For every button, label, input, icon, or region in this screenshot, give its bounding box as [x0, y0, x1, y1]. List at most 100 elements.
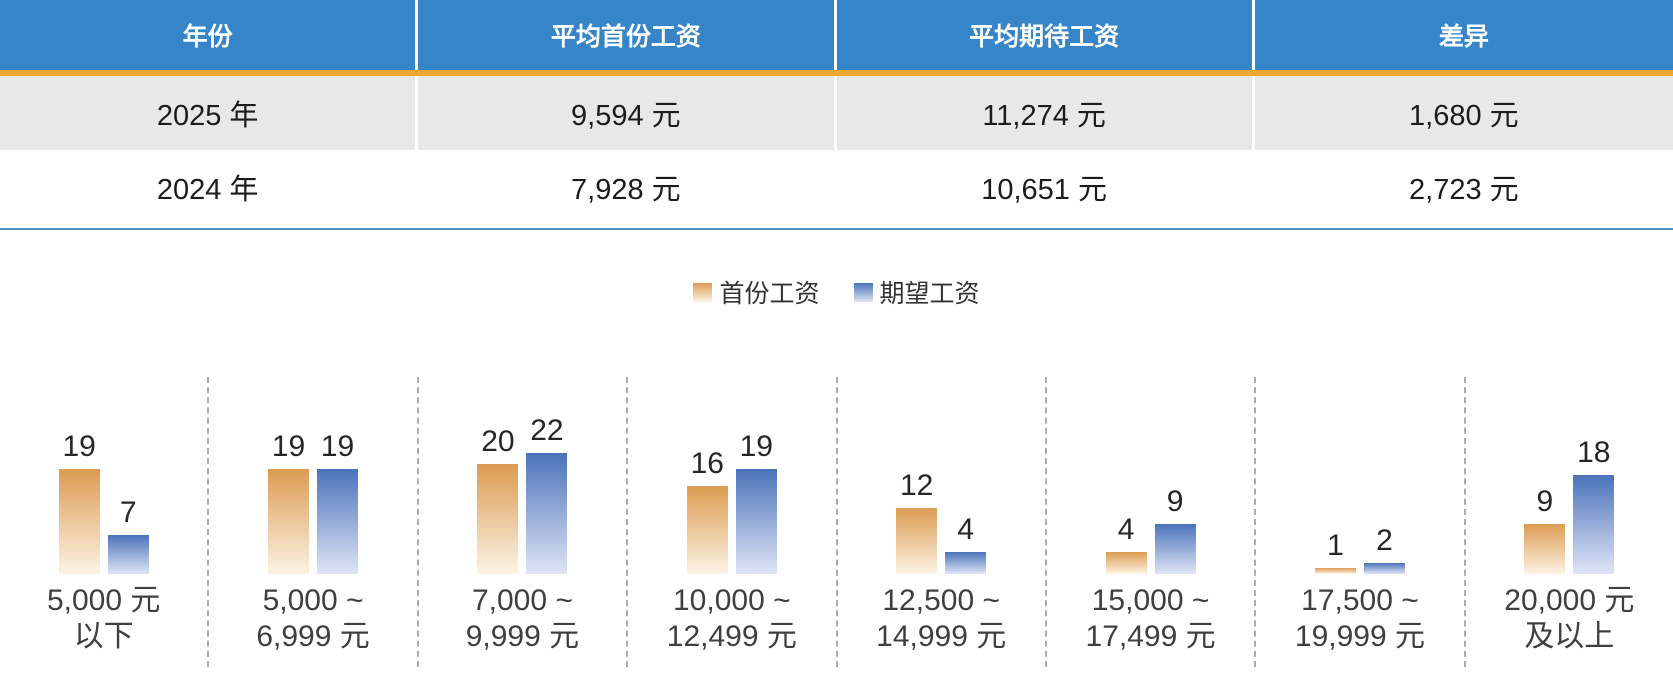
table-row-2024: 2024 年 7,928 元 10,651 元 2,723 元: [0, 150, 1673, 224]
first-salary-swatch-icon: [693, 282, 713, 302]
bar-pair: 20 22: [419, 377, 626, 574]
first-salary-bar: [1524, 524, 1566, 574]
category-label: 10,000 ~ 12,499 元: [667, 583, 797, 655]
expected-salary-value-label: 4: [957, 513, 975, 546]
expected-salary-bar: [107, 535, 149, 574]
table-bottom-gap: [0, 224, 1673, 228]
salary-distribution-chart: 19 7 5,000 元 以下 19 19 5,000 ~: [0, 377, 1673, 667]
bar-pair: 19 19: [209, 377, 416, 574]
bar-pair: 16 19: [628, 377, 835, 574]
cell-2024-year: 2024 年: [0, 150, 419, 224]
expected-salary-value-label: 7: [119, 496, 137, 529]
chart-group: 9 18 20,000 元 及以上: [1463, 377, 1673, 667]
header-underline: [0, 70, 1673, 76]
category-label-line1: 10,000 ~: [673, 584, 791, 617]
first-salary-bar: [896, 508, 938, 574]
first-salary-value-label: 19: [62, 430, 96, 463]
category-label: 5,000 元 以下: [47, 583, 160, 655]
chart-group: 16 19 10,000 ~ 12,499 元: [626, 377, 835, 667]
expected-salary-bar-column: 19: [735, 430, 777, 574]
expected-salary-bar-column: 7: [107, 496, 149, 574]
first-salary-bar-column: 16: [686, 447, 728, 574]
cell-2024-difference: 2,723 元: [1409, 174, 1519, 206]
chart-group: 19 19 5,000 ~ 6,999 元: [207, 377, 416, 667]
chart-group: 1 2 17,500 ~ 19,999 元: [1254, 377, 1463, 667]
category-label: 15,000 ~ 17,499 元: [1086, 583, 1216, 655]
expected-salary-value-label: 2: [1376, 524, 1393, 557]
chart-group: 19 7 5,000 元 以下: [0, 377, 207, 667]
first-salary-value-label: 12: [900, 469, 934, 502]
first-salary-bar-column: 19: [58, 430, 100, 574]
expected-salary-bar: [735, 469, 777, 574]
first-salary-bar-column: 1: [1314, 529, 1356, 574]
expected-salary-value-label: 19: [739, 430, 773, 463]
expected-salary-bar-column: 18: [1573, 436, 1615, 574]
category-label-line1: 5,000 ~: [262, 584, 364, 617]
first-salary-value-label: 20: [481, 425, 515, 458]
expected-salary-value-label: 9: [1166, 485, 1184, 518]
first-salary-bar: [58, 469, 100, 574]
first-salary-bar-column: 20: [477, 425, 519, 574]
category-label-line2: 9,999 元: [465, 620, 580, 653]
first-salary-bar: [686, 486, 728, 574]
first-salary-value-label: 19: [271, 430, 306, 463]
expected-salary-bar: [1573, 475, 1615, 574]
cell-2024-expected-salary: 10,651 元: [837, 150, 1255, 224]
category-label-line1: 15,000 ~: [1091, 584, 1210, 617]
expected-salary-bar: [317, 469, 359, 574]
header-cell-difference: 差异: [1438, 23, 1489, 51]
table-header-row: 年份 平均首份工资 平均期待工资 差异: [0, 0, 1673, 70]
salary-comparison-table: 年份 平均首份工资 平均期待工资 差异 2025 年 9,594 元 11,27…: [0, 0, 1673, 230]
chart-legend: 首份工资 期望工资: [0, 276, 1673, 308]
header-cell-avg-first-salary: 平均首份工资: [418, 0, 837, 70]
legend-item-expected-salary: 期望工资: [853, 274, 980, 310]
category-label: 20,000 元 及以上: [1504, 583, 1634, 655]
chart-group: 20 22 7,000 ~ 9,999 元: [416, 377, 626, 667]
bar-pair: 12 4: [838, 377, 1045, 574]
expected-salary-bar: [1363, 563, 1405, 574]
category-label: 5,000 ~ 6,999 元: [256, 583, 369, 655]
legend-label-expected-salary: 期望工资: [879, 280, 980, 308]
first-salary-bar-column: 19: [268, 430, 310, 574]
expected-salary-swatch-icon: [853, 282, 873, 302]
first-salary-bar-column: 12: [896, 469, 938, 574]
bar-pair: 19 7: [0, 377, 207, 574]
category-label-line2: 19,999 元: [1294, 620, 1425, 653]
category-label-line2: 以下: [73, 620, 134, 653]
first-salary-value-label: 9: [1536, 485, 1554, 518]
legend-label-first-salary: 首份工资: [719, 280, 820, 308]
table-bottom-border: [0, 228, 1673, 230]
category-label-line1: 20,000 元: [1504, 584, 1635, 617]
chart-group: 12 4 12,500 ~ 14,999 元: [835, 377, 1045, 667]
bar-pair: 1 2: [1256, 377, 1463, 574]
bar-pair: 9 18: [1466, 377, 1673, 574]
expected-salary-bar: [1154, 524, 1196, 574]
first-salary-bar: [268, 469, 310, 574]
legend-item-first-salary: 首份工资: [693, 274, 820, 310]
category-label: 12,500 ~ 14,999 元: [876, 583, 1006, 655]
expected-salary-bar-column: 4: [945, 513, 987, 574]
category-label-line2: 6,999 元: [256, 620, 370, 653]
expected-salary-bar: [945, 552, 987, 574]
first-salary-bar: [477, 464, 519, 574]
expected-salary-bar-column: 9: [1154, 485, 1196, 574]
header-cell-avg-expected-salary: 平均期待工资: [837, 0, 1255, 70]
category-label-line2: 14,999 元: [876, 620, 1007, 653]
cell-2025-expected-salary: 11,274 元: [837, 76, 1255, 150]
first-salary-value-label: 16: [690, 447, 724, 480]
category-label-line1: 12,500 ~: [882, 584, 1000, 617]
expected-salary-value-label: 19: [320, 430, 355, 463]
cell-2025-first-salary: 9,594 元: [418, 76, 837, 150]
category-label-line2: 12,499 元: [666, 620, 797, 653]
category-label-line2: 及以上: [1524, 620, 1615, 653]
header-cell-year: 年份: [0, 0, 419, 70]
expected-salary-bar-column: 2: [1363, 524, 1405, 574]
category-label-line2: 17,499 元: [1085, 620, 1216, 653]
first-salary-bar-column: 4: [1105, 513, 1147, 574]
category-label-line1: 7,000 ~: [471, 584, 573, 617]
cell-2024-first-salary: 7,928 元: [418, 150, 837, 224]
category-label-line1: 17,500 ~: [1301, 584, 1419, 617]
first-salary-value-label: 1: [1327, 529, 1344, 562]
first-salary-value-label: 4: [1117, 513, 1135, 546]
first-salary-bar: [1314, 568, 1356, 574]
